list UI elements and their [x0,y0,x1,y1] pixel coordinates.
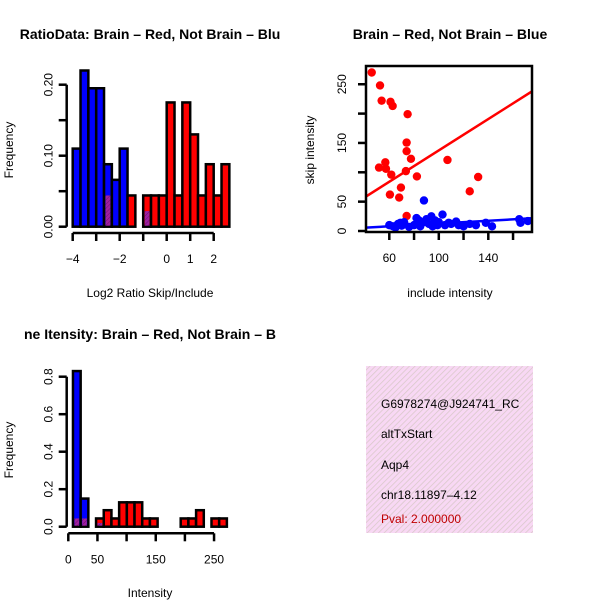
scatter-point-blue [516,218,525,227]
intensity-hist-bar [133,501,144,528]
scatter-panel: Brain – Red, Not Brain – Blue include in… [303,26,547,300]
scatter-point-red [367,68,376,77]
ratio-hist-bar [126,194,137,228]
scatter-plot-box [364,64,534,234]
scatter-point-red [375,81,385,90]
scatter-x-tick-label: 140 [478,251,498,265]
intensity-hist-bar [194,508,206,528]
scatter-point-blue [419,196,429,205]
scatter-point-red [402,138,411,147]
intensity-hist-overlap-bar [82,518,87,526]
ratio-hist-x-tick-label: 0 [163,252,170,266]
intensity-hist-y-tick-label: 0.8 [42,368,56,385]
intensity-hist-y-tick-label: 0.6 [42,406,56,423]
scatter-point-red [473,172,483,182]
ratio-hist-x-tick-label: −2 [113,252,127,266]
scatter-point-red [381,158,390,167]
ratio-hist-bar [220,162,231,228]
scatter-xlabel: include intensity [407,286,492,300]
scatter-y-tick-label: 150 [335,133,349,153]
scatter-y-tick-label: 250 [335,74,349,94]
scatter-point-red [381,164,391,173]
scatter-point-red [395,193,404,202]
scatter-point-red [396,183,406,192]
intensity-histogram-title: ne Itensity: Brain – Red, Not Brain – B [24,326,276,342]
scatter-point-red [387,170,396,179]
scatter-x-tick-label: 100 [429,251,449,265]
scatter-point-red [385,190,395,199]
ratio-histogram-title: RatioData: Brain – Red, Not Brain – Blu [20,26,281,42]
ratio-hist-overlap-bar [144,211,150,226]
scatter-y-tick-label: 0 [335,227,349,234]
intensity-histogram-panel: ne Itensity: Brain – Red, Not Brain – B … [2,326,276,600]
scatter-point-red [443,155,452,165]
ratio-hist-x-tick-label: 2 [210,252,217,266]
scatter-point-red [374,163,384,172]
intensity-hist-y-tick-label: 0.0 [42,518,56,535]
pval: Pval: 2.000000 [381,512,461,526]
event-type: altTxStart [381,427,433,441]
intensity-hist-x-tick-label: 250 [204,552,224,566]
ratio-hist-bar [94,87,106,228]
scatter-y-tick-label: 50 [335,195,349,209]
intensity-hist-bar [148,517,159,528]
info-box-background [366,366,533,533]
info-box: G6978274@J924741_RC altTxStart Aqp4 chr1… [366,366,533,533]
fit-line-red [366,90,532,198]
scatter-point-blue [438,210,447,219]
scatter-point-blue [471,220,481,230]
scatter-point-red [402,146,411,156]
intensity-hist-x-tick-label: 50 [91,552,105,566]
intensity-hist-bar [79,497,90,528]
scatter-point-red [412,172,422,181]
ratio-hist-y-tick-label: 0.20 [42,73,56,97]
intensity-hist-x-tick-label: 150 [146,552,166,566]
ratio-histogram-ylabel: Frequency [2,122,16,179]
scatter-x-tick-label: 60 [383,251,397,265]
intensity-hist-x-tick-label: 0 [65,552,72,566]
ratio-hist-bar [118,147,129,228]
scatter-title: Brain – Red, Not Brain – Blue [353,26,548,42]
scatter-points [366,68,532,232]
intensity-histogram-ylabel: Frequency [2,422,16,479]
scatter-point-red [388,101,397,111]
ratio-histogram-panel: RatioData: Brain – Red, Not Brain – Blu … [2,26,280,300]
event-id: G6978274@J924741_RC [381,397,520,411]
scatter-point-red [403,109,412,119]
intensity-hist-bar [217,517,229,528]
scatter-ylabel: skip intensity [303,116,317,185]
intensity-hist-y-tick-label: 0.2 [42,481,56,498]
intensity-hist-overlap-bar [74,518,80,526]
intensity-histogram-xlabel: Intensity [128,586,173,600]
ratio-hist-y-tick-label: 0.10 [42,144,56,168]
intensity-hist-y-tick-label: 0.4 [42,443,56,460]
ratio-hist-bar [165,101,176,228]
ratio-histogram-xlabel: Log2 Ratio Skip/Include [87,286,214,300]
scatter-point-red [406,154,416,163]
fit-line-blue [366,217,532,229]
ratio-hist-bar [188,133,200,228]
ratio-hist-y-tick-label: 0.00 [42,215,56,239]
ratio-hist-overlap-bar [105,195,111,226]
ratio-hist-x-tick-label: 1 [187,252,194,266]
scatter-point-red [377,96,386,105]
intensity-hist-overlap-bar [97,522,103,526]
gene-name: Aqp4 [381,458,409,472]
genomic-location: chr18.11897–4.12 [381,488,477,502]
scatter-point-blue [487,222,497,231]
ratio-hist-x-tick-label: −4 [66,252,80,266]
intensity-hist-bar [71,369,82,528]
scatter-point-red [465,187,474,196]
